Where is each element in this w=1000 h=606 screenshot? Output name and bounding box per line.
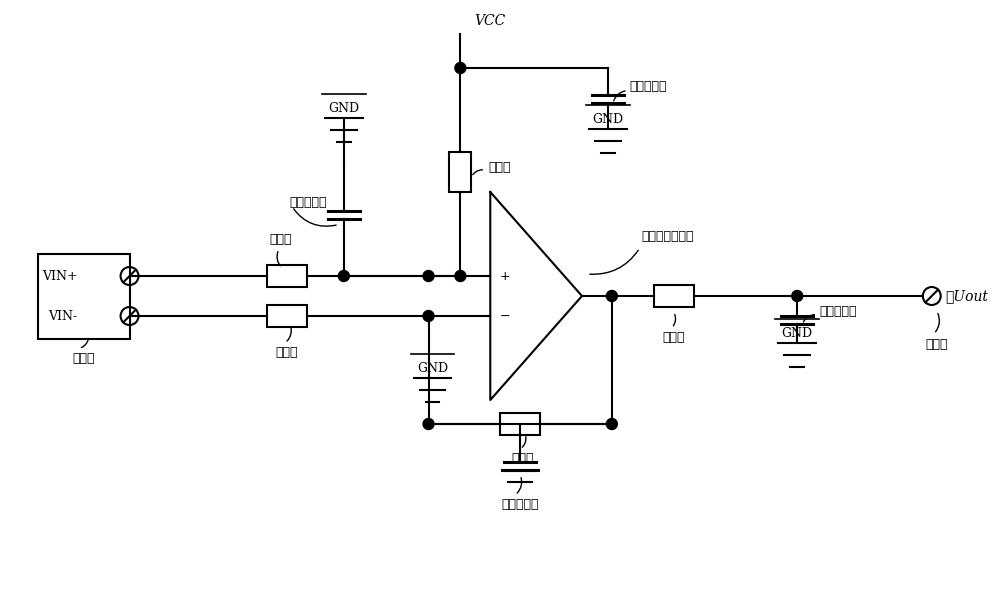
Circle shape	[338, 270, 349, 282]
Text: 滤波电容一: 滤波电容一	[501, 498, 539, 511]
Text: VCC: VCC	[474, 14, 506, 28]
Circle shape	[423, 270, 434, 282]
Bar	[449, 152, 471, 192]
Text: VIN-: VIN-	[48, 310, 77, 322]
Text: 电阻三: 电阻三	[511, 452, 533, 465]
Circle shape	[606, 419, 617, 430]
Text: 滤波电容三: 滤波电容三	[819, 305, 857, 318]
Circle shape	[455, 270, 466, 282]
Text: 集成运算放大器: 集成运算放大器	[642, 230, 694, 242]
Text: ∅Uout: ∅Uout	[946, 289, 989, 303]
Text: GND: GND	[328, 102, 359, 115]
Text: 电阻二: 电阻二	[270, 233, 292, 246]
Circle shape	[423, 310, 434, 322]
Text: 电阻一: 电阻一	[276, 346, 298, 359]
Text: +: +	[499, 270, 510, 282]
Text: GND: GND	[782, 327, 813, 340]
Bar	[654, 285, 694, 307]
Text: 输入端: 输入端	[72, 353, 95, 365]
Text: 电阻四: 电阻四	[488, 161, 511, 173]
Text: 输出端: 输出端	[925, 338, 948, 351]
Text: GND: GND	[592, 113, 623, 126]
Circle shape	[606, 290, 617, 302]
Circle shape	[792, 290, 803, 302]
Text: GND: GND	[417, 362, 448, 375]
Bar	[500, 413, 540, 435]
Bar	[38, 253, 130, 339]
Bar	[267, 305, 307, 327]
Text: 滤波电容二: 滤波电容二	[289, 196, 326, 209]
Text: 电阻五: 电阻五	[662, 331, 685, 344]
Circle shape	[423, 419, 434, 430]
Bar	[267, 265, 307, 287]
Text: −: −	[499, 310, 510, 322]
Circle shape	[455, 62, 466, 73]
Text: VIN+: VIN+	[42, 270, 77, 282]
Text: 滤波电容四: 滤波电容四	[630, 80, 667, 93]
